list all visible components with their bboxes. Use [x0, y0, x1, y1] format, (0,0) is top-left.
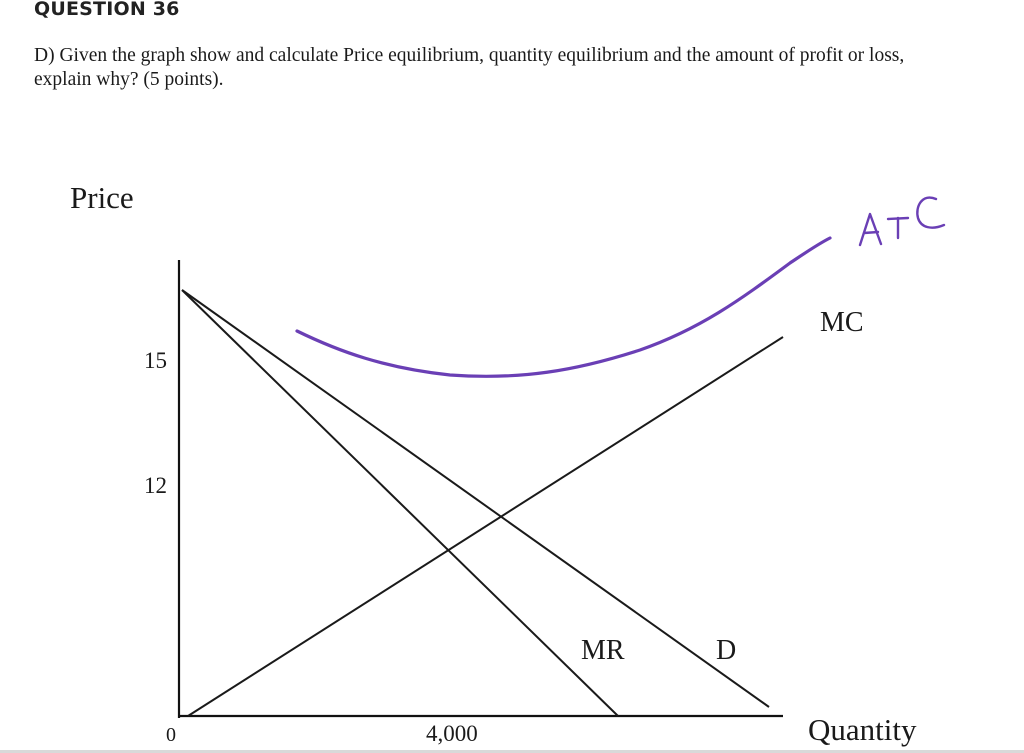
- question-prompt: D) Given the graph show and calculate Pr…: [34, 44, 994, 92]
- bottom-divider: [0, 750, 1024, 753]
- x-tick-0: 0: [166, 724, 176, 746]
- y-tick-15: 15: [144, 348, 167, 373]
- mr-label: MR: [581, 635, 625, 666]
- demand-label: D: [716, 635, 736, 666]
- mc-label: MC: [820, 307, 864, 338]
- atc-handwritten-label: [858, 196, 946, 247]
- y-tick-12: 12: [144, 473, 167, 498]
- marginal-revenue-curve: [181, 289, 619, 717]
- x-tick-4000: 4,000: [426, 721, 478, 746]
- question-line-1: D) Given the graph show and calculate Pr…: [34, 45, 905, 66]
- demand-curve: [181, 289, 770, 708]
- marginal-cost-curve: [187, 336, 784, 717]
- y-axis-label: Price: [70, 180, 134, 215]
- atc-curve: [295, 236, 832, 378]
- question-title: QUESTION 36: [34, 0, 180, 20]
- question-line-2: explain why? (5 points).: [34, 69, 224, 90]
- x-axis-label: Quantity: [808, 712, 917, 747]
